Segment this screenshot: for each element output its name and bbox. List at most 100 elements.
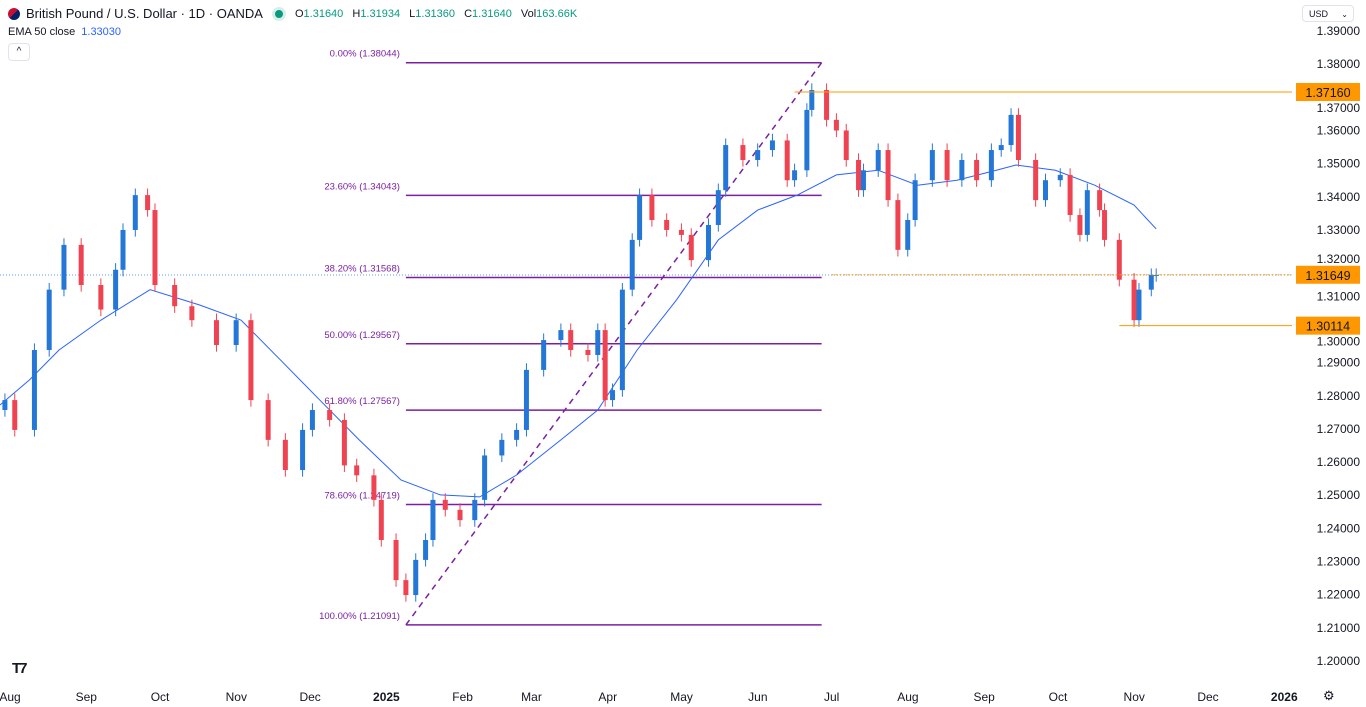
candle-body bbox=[265, 400, 271, 440]
candle-body bbox=[885, 150, 891, 201]
x-tick-label: May bbox=[670, 690, 693, 704]
fib-level-label: 0.00% (1.38044) bbox=[330, 49, 400, 60]
y-tick-label: 1.39000 bbox=[1317, 24, 1361, 38]
candle-body bbox=[678, 229, 684, 235]
candle-body bbox=[809, 90, 815, 110]
candle-body bbox=[1067, 174, 1073, 216]
candle-body bbox=[568, 330, 574, 350]
candle-body bbox=[824, 90, 830, 120]
x-tick-label: Nov bbox=[1124, 690, 1145, 704]
candle-body bbox=[98, 285, 104, 310]
x-tick-label: Oct bbox=[151, 690, 170, 704]
ohlc-values: O1.31640 H1.31934 L1.31360 C1.31640 Vol1… bbox=[294, 7, 578, 20]
x-tick-label: Dec bbox=[299, 690, 320, 704]
candle-body bbox=[31, 349, 37, 430]
x-tick-label: Sep bbox=[973, 690, 995, 704]
candle-body bbox=[523, 369, 529, 430]
candle-body bbox=[1102, 210, 1108, 240]
candle-body bbox=[715, 190, 721, 225]
candle-body bbox=[514, 429, 520, 440]
candle-body bbox=[309, 410, 315, 430]
y-tick-label: 1.35000 bbox=[1317, 157, 1361, 171]
y-tick-label: 1.28000 bbox=[1317, 389, 1361, 403]
y-tick-label: 1.21000 bbox=[1317, 621, 1361, 635]
ema-value: 1.33030 bbox=[81, 26, 122, 38]
candle-body bbox=[413, 559, 419, 596]
candle-body bbox=[558, 330, 564, 341]
fib-level-label: 78.60% (1.24719) bbox=[324, 491, 400, 502]
price-axis bbox=[1292, 0, 1366, 707]
candle-body bbox=[371, 475, 377, 500]
x-tick-label: Sep bbox=[76, 690, 98, 704]
candle-body bbox=[61, 244, 67, 290]
x-tick-label: Jun bbox=[748, 690, 767, 704]
candle-body bbox=[378, 499, 384, 541]
settings-gear-icon[interactable]: ⚙ bbox=[1323, 688, 1335, 703]
fib-level-label: 23.60% (1.34043) bbox=[324, 181, 400, 192]
tradingview-logo[interactable]: T7 bbox=[12, 660, 27, 677]
candle-body bbox=[282, 439, 288, 471]
y-tick-label: 1.27000 bbox=[1317, 422, 1361, 436]
candle-body bbox=[1077, 215, 1083, 235]
y-tick-label: 1.34000 bbox=[1317, 190, 1361, 204]
y-tick-label: 1.36000 bbox=[1317, 123, 1361, 137]
candle-body bbox=[78, 244, 84, 286]
chevron-up-icon[interactable]: ^ bbox=[8, 43, 30, 61]
candle-body bbox=[132, 195, 138, 230]
candle-body bbox=[988, 150, 994, 181]
candle-body bbox=[403, 580, 409, 596]
candle-body bbox=[929, 150, 935, 181]
price-level-label: 1.37160 bbox=[1305, 86, 1350, 100]
candle-body bbox=[804, 109, 810, 171]
y-tick-label: 1.23000 bbox=[1317, 555, 1361, 569]
symbol-title[interactable]: British Pound / U.S. Dollar · 1D · OANDA bbox=[26, 6, 263, 21]
candle-body bbox=[482, 455, 488, 500]
x-tick-label: Aug bbox=[897, 690, 918, 704]
candle-body bbox=[664, 220, 670, 230]
candle-body bbox=[723, 145, 729, 191]
candle-body bbox=[860, 170, 866, 191]
x-tick-label: Apr bbox=[598, 690, 617, 704]
y-tick-label: 1.29000 bbox=[1317, 356, 1361, 370]
candle-body bbox=[912, 180, 918, 221]
x-tick-label: Jul bbox=[824, 690, 839, 704]
candle-body bbox=[499, 439, 505, 456]
candle-body bbox=[354, 465, 360, 476]
candle-body bbox=[998, 145, 1004, 151]
open-value: 1.31640 bbox=[303, 7, 344, 20]
low-value: 1.31360 bbox=[415, 7, 456, 20]
candle-body bbox=[541, 340, 547, 370]
y-tick-label: 1.31000 bbox=[1317, 289, 1361, 303]
candle-body bbox=[974, 159, 980, 181]
candle-body bbox=[152, 210, 158, 286]
candle-body bbox=[2, 400, 8, 411]
candle-body bbox=[341, 419, 347, 466]
fib-level-label: 38.20% (1.31568) bbox=[324, 263, 400, 274]
candle-body bbox=[442, 499, 448, 510]
x-tick-label: Oct bbox=[1049, 690, 1068, 704]
candle-body bbox=[327, 410, 333, 420]
candle-body bbox=[1097, 190, 1103, 211]
candle-body bbox=[248, 320, 254, 401]
candle-body bbox=[393, 540, 399, 581]
chevron-down-icon: ⌄ bbox=[1341, 10, 1348, 19]
candle-body bbox=[705, 224, 711, 261]
candle-body bbox=[856, 159, 862, 191]
ema-50-line bbox=[0, 164, 1157, 498]
candle-body bbox=[12, 400, 18, 430]
price-level-badge bbox=[1296, 265, 1360, 284]
fib-level-label: 100.00% (1.21091) bbox=[319, 611, 400, 622]
candle-body bbox=[792, 170, 798, 181]
candle-body bbox=[1033, 159, 1039, 201]
candle-body bbox=[472, 499, 478, 521]
currency-select[interactable]: USD ⌄ bbox=[1302, 5, 1354, 22]
x-tick-label: 2026 bbox=[1271, 690, 1298, 704]
candle-body bbox=[875, 150, 881, 171]
candle-body bbox=[46, 289, 52, 350]
candle-body bbox=[769, 140, 775, 151]
y-tick-label: 1.24000 bbox=[1317, 521, 1361, 535]
candle-body bbox=[649, 195, 655, 221]
candle-body bbox=[637, 195, 643, 240]
ema-legend[interactable]: EMA 50 close 1.33030 bbox=[8, 26, 122, 38]
